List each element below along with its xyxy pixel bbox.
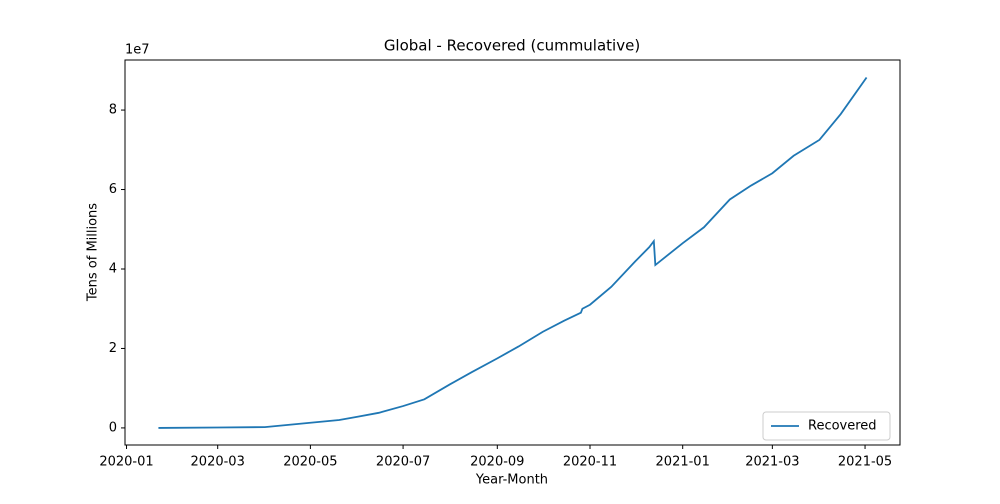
y-axis-label: Tens of Millions	[86, 203, 101, 302]
x-tick-label: 2020-11	[563, 455, 617, 470]
x-tick-label: 2021-05	[838, 455, 892, 470]
y-tick-label: 2	[109, 341, 117, 356]
x-tick-label: 2021-03	[745, 455, 799, 470]
x-tick-label: 2020-05	[283, 455, 337, 470]
y-tick-label: 8	[109, 103, 117, 118]
chart-title: Global - Recovered (cummulative)	[384, 37, 640, 55]
x-tick-label: 2020-03	[191, 455, 245, 470]
x-axis-label: Year-Month	[475, 473, 548, 488]
x-tick-label: 2021-01	[656, 455, 710, 470]
legend-label: Recovered	[808, 419, 877, 434]
x-tick-label: 2020-01	[99, 455, 153, 470]
y-tick-label: 4	[109, 261, 117, 276]
y-tick-label: 0	[109, 420, 117, 435]
plot-frame	[124, 59, 901, 446]
y-tick-label: 6	[109, 182, 117, 197]
x-tick-label: 2020-07	[376, 455, 430, 470]
line-series	[158, 76, 868, 429]
y-offset-label: 1e7	[125, 43, 150, 58]
x-tick-label: 2020-09	[470, 455, 524, 470]
legend-box	[762, 411, 891, 441]
